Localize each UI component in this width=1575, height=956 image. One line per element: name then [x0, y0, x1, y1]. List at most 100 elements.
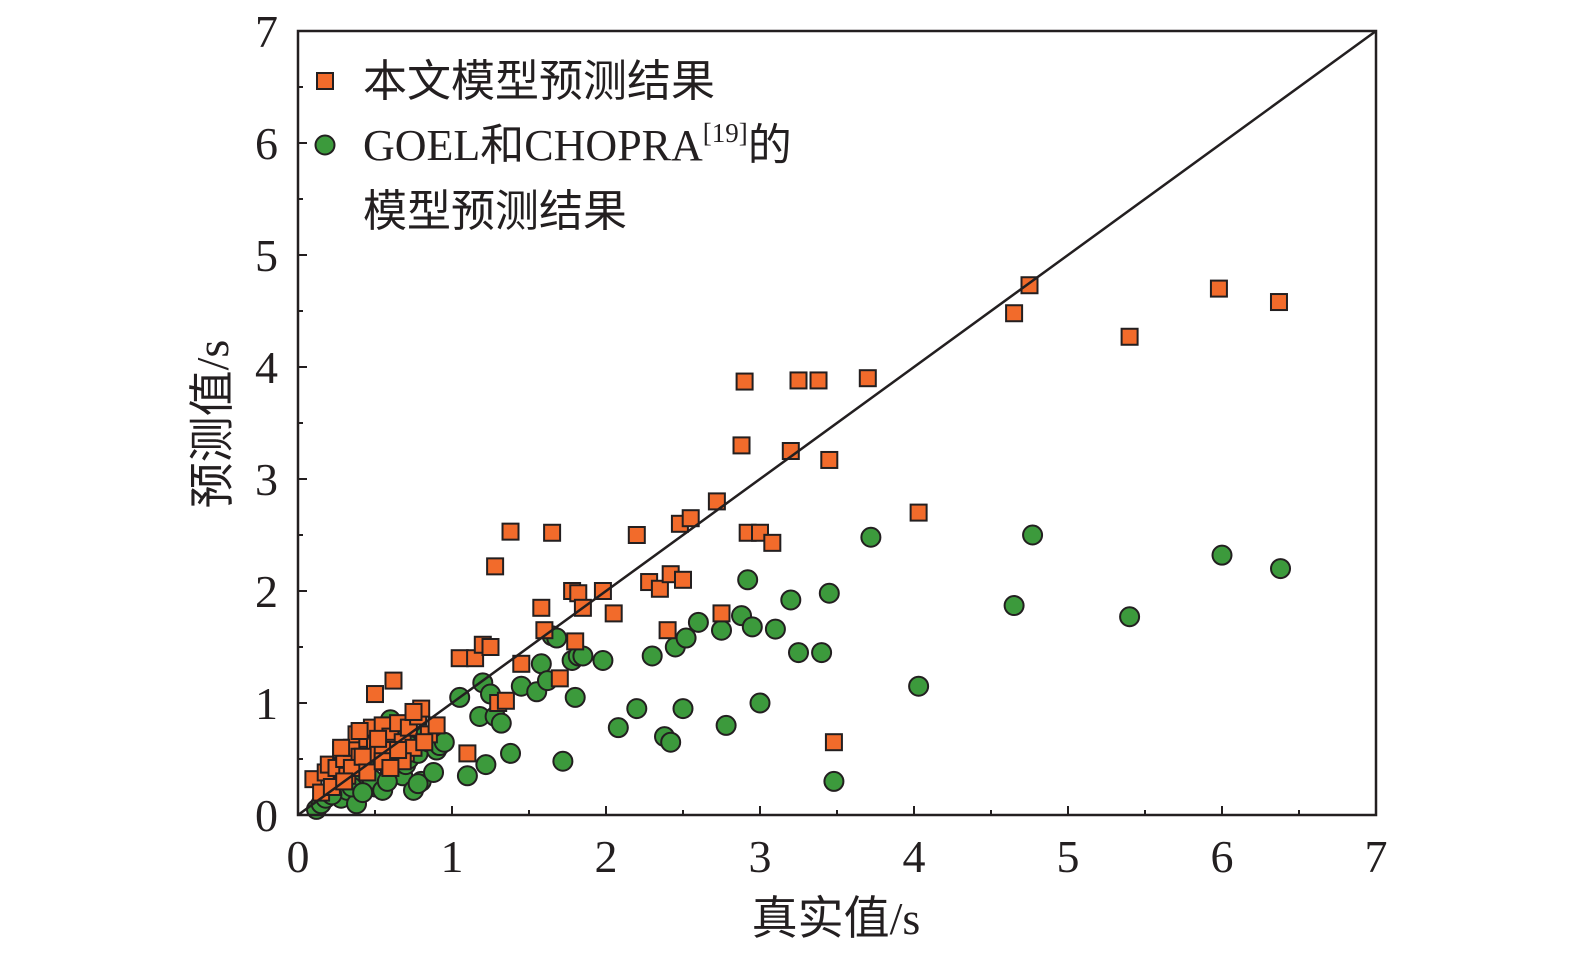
square-point	[389, 741, 408, 760]
square-point	[604, 604, 623, 623]
square-point	[369, 729, 388, 748]
square-point	[712, 604, 731, 623]
circle-point	[607, 717, 629, 739]
y-axis-title: 预测值/s	[187, 340, 238, 509]
y-tick-label: 6	[255, 118, 278, 169]
square-point	[763, 533, 782, 552]
legend-circle-label: GOEL和CHOPRA[19]的	[363, 118, 792, 170]
square-point	[512, 654, 531, 673]
legend-circle-label-sup: [19]	[703, 118, 748, 148]
y-tick-label: 4	[255, 342, 278, 393]
x-tick-label: 5	[1057, 831, 1080, 882]
legend-circle-marker	[314, 134, 336, 156]
square-point	[458, 744, 477, 763]
square-point	[450, 649, 469, 668]
circle-point	[552, 750, 574, 772]
square-point	[381, 758, 400, 777]
circle-point	[641, 645, 663, 667]
circle-point	[407, 773, 429, 795]
square-point	[1120, 327, 1139, 346]
circle-point	[737, 569, 759, 591]
circle-point	[860, 526, 882, 548]
circle-point	[749, 692, 771, 714]
x-tick-label: 4	[903, 831, 926, 882]
x-tick-label: 7	[1365, 831, 1388, 882]
square-point	[501, 522, 520, 541]
legend-circle-label-line2: 模型预测结果	[363, 187, 627, 236]
x-tick-label: 1	[441, 831, 464, 882]
square-point	[481, 638, 500, 656]
square-point	[858, 369, 877, 388]
square-point	[789, 371, 808, 390]
x-tick-label: 6	[1211, 831, 1234, 882]
circle-point	[780, 589, 802, 611]
square-point	[486, 557, 505, 576]
square-point	[404, 702, 423, 721]
square-point	[543, 523, 562, 542]
legend-circle-label-main: GOEL和CHOPRA	[363, 121, 703, 170]
tick-labels-layer: 0 1 2 3 4 5 6 7 0 1 2 3 4 5 6 7	[255, 6, 1388, 882]
square-point	[627, 526, 646, 544]
circle-point	[672, 698, 694, 720]
circle-point	[818, 582, 840, 604]
circle-point	[352, 782, 374, 804]
square-point	[350, 722, 369, 740]
circle-point	[811, 642, 833, 664]
points-layer	[304, 276, 1292, 820]
square-point	[332, 738, 351, 757]
y-tick-label: 5	[255, 230, 278, 281]
square-point	[650, 579, 669, 598]
square-point	[820, 450, 839, 469]
square-point	[532, 598, 551, 617]
legend-square-label: 本文模型预测结果	[363, 57, 715, 106]
ticks-layer	[297, 30, 1377, 816]
square-point	[681, 509, 700, 528]
square-point	[735, 372, 754, 391]
square-point	[550, 669, 569, 688]
square-point	[674, 570, 692, 589]
y-tick-label: 3	[255, 454, 278, 505]
square-point	[366, 685, 384, 704]
circle-point	[687, 611, 709, 633]
circle-point	[908, 675, 930, 697]
y-tick-label: 1	[255, 678, 278, 729]
circle-point	[823, 770, 845, 792]
x-tick-label: 2	[595, 831, 618, 882]
square-point	[1209, 279, 1228, 298]
circle-point	[741, 616, 763, 638]
circle-point	[764, 618, 786, 640]
square-point	[384, 671, 403, 690]
circle-point	[500, 742, 522, 764]
square-point	[496, 691, 515, 710]
circle-point	[1270, 558, 1292, 580]
legend-square-marker	[316, 72, 334, 90]
circle-point	[675, 627, 697, 649]
circle-point	[1211, 544, 1233, 566]
circle-point	[423, 761, 445, 783]
circle-point	[660, 731, 682, 753]
circle-point	[490, 712, 512, 734]
x-tick-label: 3	[749, 831, 772, 882]
y-tick-label: 7	[255, 6, 278, 57]
circle-point	[788, 642, 809, 664]
x-axis-title: 真实值/s	[752, 893, 921, 944]
square-point	[658, 621, 677, 640]
circle-point	[1003, 595, 1025, 617]
square-point	[732, 436, 751, 455]
square-point	[415, 733, 434, 752]
circle-point	[592, 649, 614, 671]
circle-point	[1119, 606, 1141, 628]
circle-point	[456, 765, 478, 787]
x-tick-label: 0	[287, 831, 310, 882]
square-point	[824, 733, 843, 752]
square-point	[809, 371, 828, 390]
circle-point	[1022, 524, 1044, 546]
legend: 本文模型预测结果 GOEL和CHOPRA[19]的 模型预测结果	[314, 57, 792, 236]
square-point	[1005, 304, 1024, 323]
square-point	[566, 632, 585, 651]
square-point	[358, 763, 377, 782]
circle-point	[475, 754, 497, 776]
y-tick-label: 2	[255, 566, 278, 617]
circle-point	[711, 619, 732, 641]
y-tick-label: 0	[255, 790, 278, 841]
